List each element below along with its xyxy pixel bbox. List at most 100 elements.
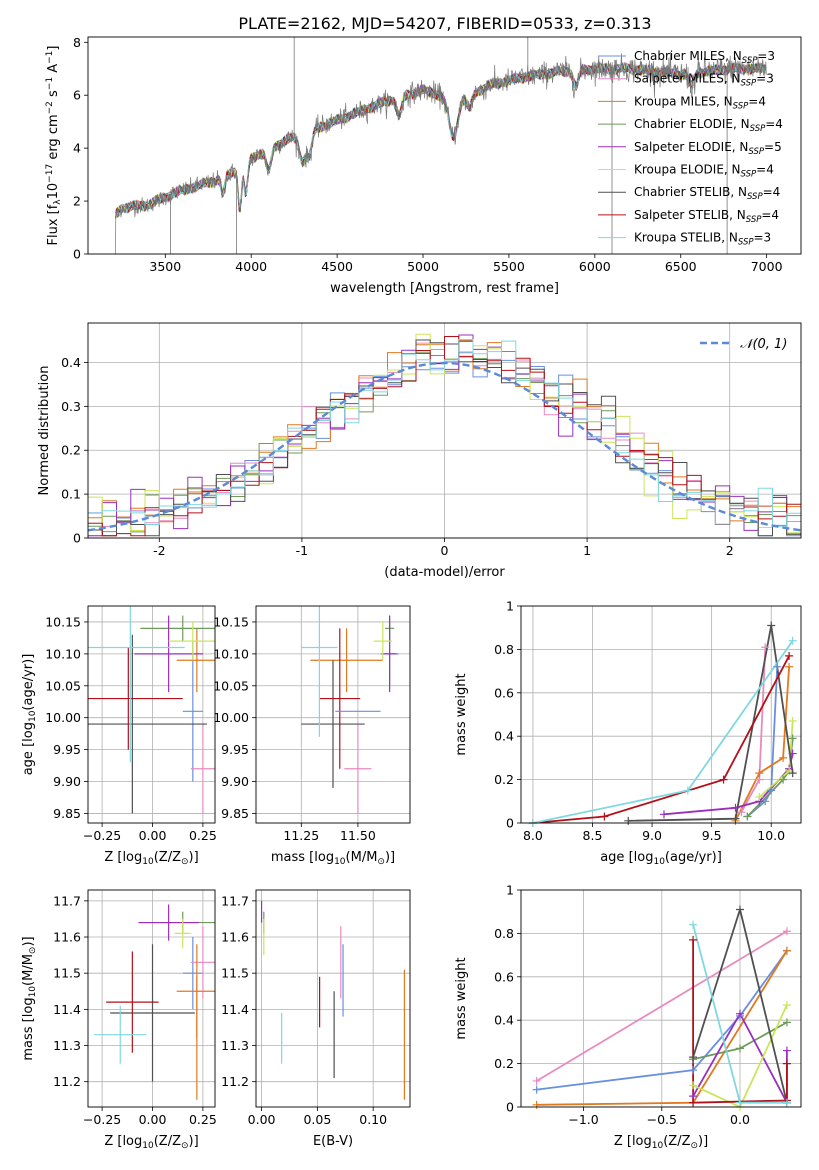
x-tick-label: 1 xyxy=(583,543,591,558)
y-axis-label: mass weight xyxy=(454,673,469,755)
series-salpeter_miles xyxy=(536,930,788,1082)
series-salpeter_stelib xyxy=(532,655,790,823)
axes-frame xyxy=(87,322,802,539)
y-tick-label: 0 xyxy=(73,247,81,262)
series-kroupa_stelib xyxy=(532,640,794,823)
x-tick-label: 9.5 xyxy=(702,828,722,843)
legend-label-gaussian: 𝒩(0, 1) xyxy=(740,337,787,352)
y-tick-label: 9.90 xyxy=(53,774,81,789)
x-axis-label: E(B-V) xyxy=(313,1134,353,1149)
marker-chabrier_stelib xyxy=(731,814,740,823)
x-tick-label: 10.0 xyxy=(757,828,785,843)
marker-kroupa_stelib xyxy=(782,1098,791,1107)
x-tick-label: 8.0 xyxy=(523,828,543,843)
x-tick-label: 6500 xyxy=(665,259,697,274)
y-tick-label: 0 xyxy=(506,1100,514,1115)
marker-salpeter_miles xyxy=(782,927,791,936)
y-tick-label: 0.4 xyxy=(61,355,81,370)
x-tick-label: 8.5 xyxy=(583,828,603,843)
model-kroupa_stelib xyxy=(115,62,767,216)
x-tick-label: 11.25 xyxy=(283,828,319,843)
panel-age_vs_mass: 11.25 11.50 9.85 9.90 9.95 10.00 10.05 10.10 10.… xyxy=(213,605,411,867)
x-tick-label: 0.00 xyxy=(139,828,167,843)
legend-label-kroupa_miles: Kroupa MILES, NSSP=4 xyxy=(634,94,766,111)
y-tick-label: 0.3 xyxy=(61,399,81,414)
x-tick-label: 0.05 xyxy=(303,1112,331,1127)
marker-chabrier_stelib xyxy=(735,905,744,914)
legend-label-kroupa_stelib: Kroupa STELIB, NSSP=3 xyxy=(634,231,771,248)
y-axis-label: mass weight xyxy=(454,957,469,1039)
marker-kroupa_stelib xyxy=(735,1098,744,1107)
x-tick-label: −0.5 xyxy=(647,1112,677,1127)
y-tick-label: 11.3 xyxy=(221,1038,249,1053)
y-tick-label: 9.95 xyxy=(53,742,81,757)
plot-area xyxy=(115,37,767,254)
marker-chabrier_elodie xyxy=(788,734,797,743)
plot-area xyxy=(88,890,215,1107)
x-tick-label: 0.00 xyxy=(139,1112,167,1127)
x-tick-label: −0.25 xyxy=(83,1112,121,1127)
axes-frame xyxy=(255,605,411,824)
y-tick-label: 10.05 xyxy=(213,678,249,693)
y-tick-label: 11.5 xyxy=(53,966,81,981)
marker-chabrier_stelib xyxy=(788,769,797,778)
marker-chabrier_elodie xyxy=(743,812,752,821)
y-tick-label: 11.7 xyxy=(221,893,249,908)
x-tick-label: −1.0 xyxy=(568,1112,598,1127)
marker-kroupa_elodie xyxy=(755,792,764,801)
marker-salpeter_stelib xyxy=(785,651,794,660)
marker-kroupa_miles xyxy=(785,662,794,671)
marker-chabrier_miles xyxy=(767,786,776,795)
x-tick-label: 2 xyxy=(726,543,734,558)
x-tick-label: 0.25 xyxy=(189,828,217,843)
plot-area xyxy=(88,323,801,538)
marker-salpeter_miles xyxy=(737,808,746,817)
marker-chabrier_stelib xyxy=(689,1053,698,1062)
x-axis-label: (data-model)/error xyxy=(384,565,505,580)
y-tick-label: 9.90 xyxy=(221,774,249,789)
marker-kroupa_elodie xyxy=(788,717,797,726)
axes-frame xyxy=(87,605,216,824)
y-tick-label: 11.6 xyxy=(53,930,81,945)
y-tick-label: 0.2 xyxy=(494,772,514,787)
plot-area xyxy=(88,606,215,823)
y-tick-label: 11.2 xyxy=(221,1074,249,1089)
x-axis-label: age [log10(age/yr)] xyxy=(600,850,722,867)
panel-spectrum: 3500 4000 4500 5000 5500 6000 6500 7000 0 2 4 6 8 wav… xyxy=(45,35,802,296)
y-tick-label: 10.10 xyxy=(213,646,249,661)
marker-chabrier_elodie xyxy=(779,775,788,784)
y-tick-label: 11.6 xyxy=(221,930,249,945)
panel-age_vs_Z: −0.25 0.00 0.25 9.85 9.90 9.95 10.00 10.05 10.10… xyxy=(21,605,217,867)
marker-salpeter_elodie xyxy=(659,810,668,819)
y-tick-label: 9.95 xyxy=(221,742,249,757)
y-tick-label: 0.1 xyxy=(61,487,81,502)
x-tick-label: 0.10 xyxy=(359,1112,387,1127)
marker-kroupa_stelib xyxy=(683,786,692,795)
marker-chabrier_miles xyxy=(532,1085,541,1094)
panel-residuals: -2 -1 0 1 2 0 0.1 0.2 0.3 0.4 (data-model)/error No… xyxy=(37,322,802,580)
y-tick-label: 11.2 xyxy=(53,1074,81,1089)
marker-chabrier_miles xyxy=(689,1066,698,1075)
x-tick-label: -1 xyxy=(296,543,308,558)
panel-massweight_vs_Z: −1.0 −0.5 0.0 0 0.2 0.4 0.6 0.8 1 Z [log10(Z/Z⊙)]… xyxy=(454,883,802,1151)
y-tick-label: 11.5 xyxy=(221,966,249,981)
y-tick-label: 6 xyxy=(73,88,81,103)
x-tick-label: 3500 xyxy=(149,259,181,274)
y-tick-label: 11.7 xyxy=(53,893,81,908)
y-tick-label: 9.85 xyxy=(53,806,81,821)
marker-kroupa_miles xyxy=(532,1100,541,1109)
y-axis-label: age [log10(age/yr)] xyxy=(21,654,38,776)
panel-mass_vs_ebv: 0.00 0.05 0.10 11.2 11.3 11.4 11.5 11.6 11.7 E(B-… xyxy=(221,889,411,1149)
x-tick-label: 0.0 xyxy=(730,1112,750,1127)
marker-salpeter_stelib xyxy=(689,1098,698,1107)
axes-frame xyxy=(87,36,802,255)
marker-salpeter_elodie xyxy=(735,1009,744,1018)
marker-salpeter_stelib xyxy=(719,775,728,784)
marker-salpeter_miles xyxy=(761,643,770,652)
x-tick-label: 0 xyxy=(441,543,449,558)
y-tick-label: 11.4 xyxy=(53,1002,81,1017)
marker-chabrier_stelib xyxy=(624,816,633,825)
y-tick-label: 4 xyxy=(73,141,81,156)
legend-label-chabrier_elodie: Chabrier ELODIE, NSSP=4 xyxy=(634,117,783,134)
